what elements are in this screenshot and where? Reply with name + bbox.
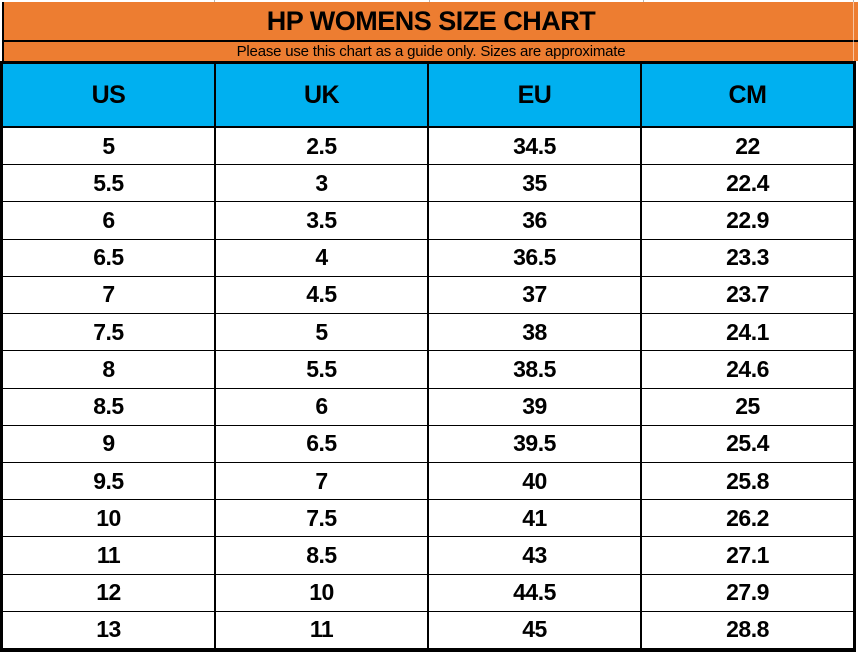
- table-cell: 8.5: [216, 537, 429, 574]
- table-row: 13 11 45 28.8: [3, 611, 853, 649]
- table-cell: 4: [216, 239, 429, 276]
- chart-title: HP WOMENS SIZE CHART: [266, 5, 596, 36]
- table-cell: 23.7: [726, 281, 769, 308]
- chart-title-banner: HP WOMENS SIZE CHART: [2, 2, 858, 42]
- table-cell: 36.5: [429, 239, 642, 276]
- table-cell: 5: [216, 314, 429, 351]
- table-cell: 39: [429, 388, 642, 425]
- size-table: US UK EU CM 5 2.5 34.5 22 5.5 3 35 22.4 6 3.5 36 22…: [0, 61, 856, 652]
- size-table-body: 5 2.5 34.5 22 5.5 3 35 22.4 6 3.5 36 22.9 6.5 4 36.5 23…: [3, 128, 853, 649]
- table-cell: 7.5: [3, 314, 216, 351]
- table-cell: 27.9: [726, 579, 769, 606]
- table-row: 8.5 6 39 25: [3, 388, 853, 426]
- column-header-uk: UK: [216, 64, 429, 126]
- table-row: 10 7.5 41 26.2: [3, 500, 853, 538]
- table-cell: 13: [3, 611, 216, 649]
- table-cell: 43: [429, 537, 642, 574]
- table-row: 7.5 5 38 24.1: [3, 314, 853, 352]
- table-cell: 4.5: [216, 276, 429, 314]
- table-cell: 36: [429, 202, 642, 239]
- table-row: 7 4.5 37 23.7: [3, 276, 853, 315]
- table-row: 8 5.5 38.5 24.6: [3, 351, 853, 389]
- table-cell: 27.1: [726, 542, 769, 569]
- table-cell: 8: [3, 351, 216, 388]
- column-header-eu: EU: [429, 64, 642, 126]
- table-header-row: US UK EU CM: [3, 64, 853, 128]
- table-cell: 25: [735, 393, 760, 420]
- table-cell: 7.5: [216, 500, 429, 537]
- table-cell: 38.5: [429, 351, 642, 388]
- table-cell: 35: [429, 165, 642, 202]
- table-row: 5 2.5 34.5 22: [3, 128, 853, 166]
- table-cell: 23.3: [726, 244, 769, 271]
- chart-subtitle: Please use this chart as a guide only. S…: [236, 43, 626, 60]
- table-cell: 25.8: [726, 467, 769, 494]
- table-cell: 6.5: [3, 239, 216, 276]
- column-header-us: US: [3, 64, 216, 126]
- table-cell: 24.6: [726, 355, 769, 382]
- gridline-stub: [643, 0, 644, 3]
- table-cell: 11: [216, 611, 429, 649]
- table-cell: 7: [3, 276, 216, 314]
- table-cell: 22.4: [726, 169, 769, 196]
- table-cell: 9: [3, 425, 216, 462]
- gridline-stub: [853, 0, 854, 3]
- table-cell: 24.1: [726, 318, 769, 345]
- table-cell: 22: [735, 132, 760, 159]
- table-row: 12 10 44.5 27.9: [3, 574, 853, 612]
- table-cell: 6: [216, 388, 429, 425]
- table-cell: 41: [429, 500, 642, 537]
- table-cell: 8.5: [3, 388, 216, 425]
- table-cell: 37: [429, 276, 642, 314]
- table-cell: 2.5: [216, 128, 429, 165]
- gridline-stub: [853, 2, 854, 61]
- column-header-cm: CM: [728, 80, 767, 109]
- table-cell: 5.5: [3, 165, 216, 202]
- table-cell: 3.5: [216, 202, 429, 239]
- table-cell: 12: [3, 574, 216, 611]
- table-row: 5.5 3 35 22.4: [3, 165, 853, 203]
- table-row: 6.5 4 36.5 23.3: [3, 239, 853, 277]
- table-cell: 10: [216, 574, 429, 611]
- table-cell: 10: [3, 500, 216, 537]
- table-cell: 5: [3, 128, 216, 165]
- table-cell: 9.5: [3, 462, 216, 500]
- table-cell: 28.8: [726, 616, 769, 643]
- table-cell: 7: [216, 462, 429, 500]
- table-cell: 38: [429, 314, 642, 351]
- chart-subtitle-banner: Please use this chart as a guide only. S…: [2, 42, 858, 61]
- table-cell: 6: [3, 202, 216, 239]
- table-cell: 44.5: [429, 574, 642, 611]
- table-row: 11 8.5 43 27.1: [3, 537, 853, 575]
- gridline-stub: [214, 0, 215, 3]
- table-cell: 22.9: [726, 207, 769, 234]
- table-cell: 25.4: [726, 430, 769, 457]
- table-cell: 45: [429, 611, 642, 649]
- table-cell: 39.5: [429, 425, 642, 462]
- table-cell: 11: [3, 537, 216, 574]
- table-row: 9 6.5 39.5 25.4: [3, 425, 853, 463]
- table-cell: 26.2: [726, 504, 769, 531]
- table-row: 6 3.5 36 22.9: [3, 202, 853, 240]
- table-cell: 5.5: [216, 351, 429, 388]
- table-cell: 6.5: [216, 425, 429, 462]
- table-cell: 40: [429, 462, 642, 500]
- gridline-stub: [429, 0, 430, 3]
- table-row: 9.5 7 40 25.8: [3, 462, 853, 501]
- table-cell: 3: [216, 165, 429, 202]
- table-cell: 34.5: [429, 128, 642, 165]
